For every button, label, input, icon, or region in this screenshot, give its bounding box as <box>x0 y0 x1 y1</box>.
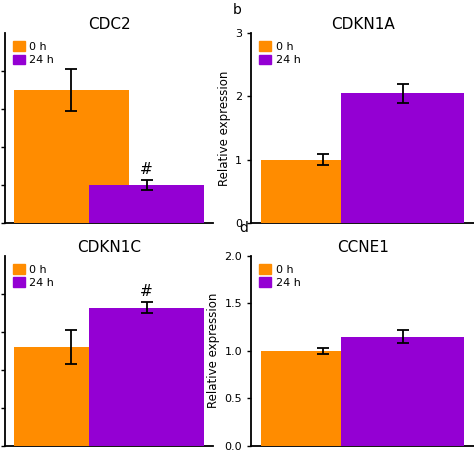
Y-axis label: Relative expression: Relative expression <box>207 293 220 409</box>
Bar <box>261 351 384 446</box>
Y-axis label: Relative expression: Relative expression <box>218 70 231 186</box>
Title: CDKN1A: CDKN1A <box>331 17 394 32</box>
Legend: 0 h, 24 h: 0 h, 24 h <box>10 262 56 290</box>
Bar <box>89 308 204 446</box>
Legend: 0 h, 24 h: 0 h, 24 h <box>257 262 303 290</box>
Title: CCNE1: CCNE1 <box>337 240 389 255</box>
Bar <box>14 90 129 223</box>
Text: d: d <box>240 220 248 235</box>
Bar <box>89 185 204 223</box>
Title: CDKN1C: CDKN1C <box>77 240 141 255</box>
Legend: 0 h, 24 h: 0 h, 24 h <box>10 39 56 67</box>
Text: b: b <box>233 3 241 17</box>
Text: #: # <box>140 162 153 176</box>
Bar <box>341 337 464 446</box>
Bar <box>341 93 464 223</box>
Title: CDC2: CDC2 <box>88 17 130 32</box>
Bar <box>261 160 384 223</box>
Legend: 0 h, 24 h: 0 h, 24 h <box>257 39 303 67</box>
Text: #: # <box>140 284 153 299</box>
Bar <box>14 347 129 446</box>
